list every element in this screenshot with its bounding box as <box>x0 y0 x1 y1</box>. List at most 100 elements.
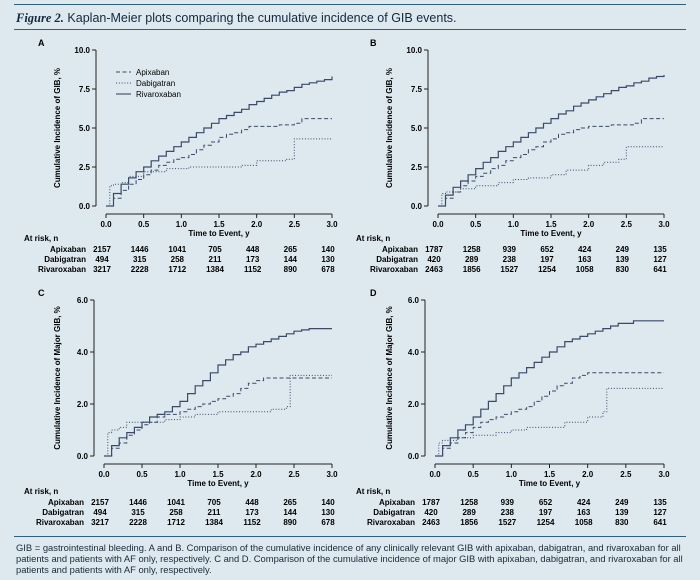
at-risk-value-d: 163 <box>577 508 591 517</box>
at-risk-value-a: 173 <box>246 255 260 264</box>
at-risk-row-label-b: Apixaban <box>382 245 418 254</box>
panel-letter-a: A <box>38 38 45 48</box>
y-tick-label-b: 7.5 <box>411 85 423 94</box>
x-tick-label-a: 1.0 <box>176 220 188 229</box>
at-risk-value-b: 197 <box>540 255 554 264</box>
x-tick-label-a: 0.5 <box>138 220 150 229</box>
series-line-dabigatran-a <box>106 138 332 207</box>
at-risk-value-a: 2157 <box>93 245 111 254</box>
x-axis-label-a: Time to Event, y <box>188 229 250 238</box>
at-risk-value-b: 2463 <box>425 265 443 274</box>
series-line-rivaroxaban-b <box>438 75 665 207</box>
figure-label: Figure 2. <box>16 11 64 25</box>
y-tick-label-d: 4.0 <box>408 348 420 357</box>
series-line-dabigatran-b <box>438 146 664 207</box>
at-risk-value-a: 494 <box>95 255 109 264</box>
x-tick-label-b: 2.0 <box>583 220 595 229</box>
at-risk-value-c: 315 <box>131 508 145 517</box>
figure-title-text: Kaplan-Meier plots comparing the cumulat… <box>67 11 457 25</box>
at-risk-value-b: 1258 <box>463 245 481 254</box>
at-risk-value-b: 1856 <box>463 265 481 274</box>
series-line-rivaroxaban-c <box>104 328 332 457</box>
at-risk-heading-b: At risk, n <box>356 234 390 243</box>
at-risk-value-a: 890 <box>284 265 298 274</box>
at-risk-value-a: 1041 <box>168 245 186 254</box>
at-risk-value-c: 1152 <box>243 518 261 527</box>
y-tick-label-c: 0.0 <box>77 452 89 461</box>
x-tick-label-a: 2.5 <box>289 220 301 229</box>
panel-letter-d: D <box>370 288 377 298</box>
at-risk-value-a: 1712 <box>168 265 186 274</box>
x-tick-label-b: 3.0 <box>658 220 670 229</box>
at-risk-value-a: 678 <box>321 265 335 274</box>
title-rule <box>14 29 686 30</box>
y-tick-label-a: 0.0 <box>79 202 91 211</box>
at-risk-value-a: 315 <box>133 255 147 264</box>
at-risk-value-d: 249 <box>615 498 629 507</box>
x-axis-label-c: Time to Event, y <box>187 479 249 488</box>
at-risk-row-label-c: Apixaban <box>48 498 84 507</box>
y-tick-label-a: 10.0 <box>74 46 90 55</box>
at-risk-row-label-d: Dabigatran <box>373 508 415 517</box>
at-risk-value-b: 641 <box>653 265 667 274</box>
series-line-apixaban-b <box>438 118 664 207</box>
at-risk-value-a: 1152 <box>244 265 262 274</box>
at-risk-row-label-c: Rivaroxaban <box>36 518 84 527</box>
at-risk-row-label-b: Rivaroxaban <box>370 265 418 274</box>
x-tick-label-c: 1.0 <box>174 470 186 479</box>
series-line-apixaban-d <box>435 372 664 457</box>
at-risk-value-b: 652 <box>540 245 554 254</box>
at-risk-value-d: 939 <box>501 498 515 507</box>
x-tick-label-d: 1.5 <box>544 470 556 479</box>
at-risk-value-a: 140 <box>321 245 335 254</box>
at-risk-value-c: 678 <box>321 518 335 527</box>
series-line-rivaroxaban-d <box>435 320 664 457</box>
at-risk-value-a: 144 <box>284 255 298 264</box>
at-risk-value-a: 265 <box>284 245 298 254</box>
at-risk-value-d: 127 <box>653 508 667 517</box>
at-risk-value-c: 211 <box>208 508 221 517</box>
x-tick-label-b: 2.5 <box>621 220 633 229</box>
y-tick-label-a: 2.5 <box>79 163 91 172</box>
at-risk-value-a: 130 <box>321 255 335 264</box>
at-risk-value-c: 494 <box>93 508 107 517</box>
at-risk-value-c: 265 <box>283 498 297 507</box>
at-risk-value-b: 1527 <box>500 265 518 274</box>
at-risk-value-d: 652 <box>539 498 553 507</box>
panel-letter-c: C <box>38 288 45 298</box>
at-risk-row-label-a: Apixaban <box>50 245 86 254</box>
y-tick-label-b: 2.5 <box>411 163 423 172</box>
caption-rule <box>14 536 686 537</box>
x-tick-label-c: 2.0 <box>250 470 262 479</box>
figure-title: Figure 2. Kaplan-Meier plots comparing t… <box>16 11 457 26</box>
at-risk-value-a: 3217 <box>93 265 111 274</box>
x-tick-label-c: 0.5 <box>136 470 148 479</box>
at-risk-value-d: 641 <box>653 518 667 527</box>
at-risk-row-label-b: Dabigatran <box>376 255 418 264</box>
legend-label-rivaroxaban: Rivaroxaban <box>136 90 181 99</box>
at-risk-value-b: 139 <box>616 255 630 264</box>
x-tick-label-d: 2.0 <box>582 470 594 479</box>
at-risk-heading-a: At risk, n <box>24 234 58 243</box>
at-risk-value-d: 238 <box>501 508 515 517</box>
at-risk-value-c: 1041 <box>167 498 185 507</box>
at-risk-value-b: 1254 <box>538 265 556 274</box>
at-risk-value-c: 448 <box>245 498 259 507</box>
at-risk-value-d: 424 <box>577 498 591 507</box>
series-line-dabigatran-d <box>435 387 664 457</box>
x-axis-label-d: Time to Event, y <box>519 479 581 488</box>
y-axis-label-a: Cumulative Incidence of GIB, % <box>53 68 62 188</box>
y-tick-label-b: 10.0 <box>406 46 422 55</box>
x-tick-label-c: 1.5 <box>212 470 224 479</box>
at-risk-value-c: 140 <box>321 498 335 507</box>
at-risk-heading-c: At risk, n <box>24 487 58 496</box>
at-risk-row-label-d: Rivaroxaban <box>367 518 415 527</box>
panel-letter-b: B <box>370 38 377 48</box>
at-risk-value-d: 1527 <box>498 518 516 527</box>
y-tick-label-a: 7.5 <box>79 85 91 94</box>
x-tick-label-c: 3.0 <box>326 470 338 479</box>
series-line-rivaroxaban-a <box>106 76 333 207</box>
at-risk-row-label-a: Rivaroxaban <box>38 265 86 274</box>
at-risk-row-label-d: Apixaban <box>379 498 415 507</box>
at-risk-value-d: 1254 <box>537 518 555 527</box>
